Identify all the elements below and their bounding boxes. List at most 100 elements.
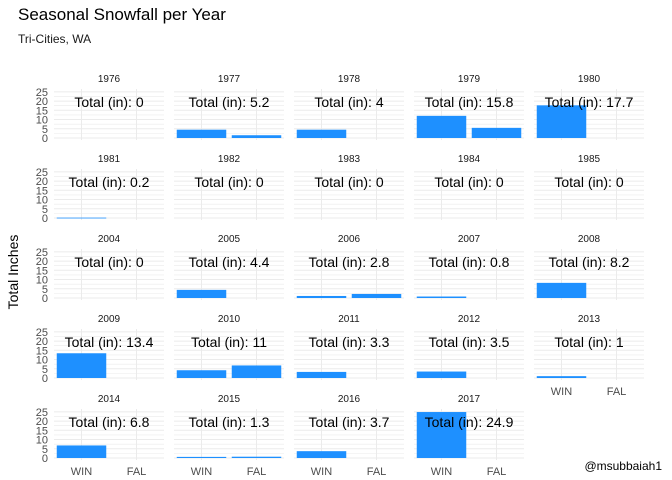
y-tick-label: 0 (42, 213, 48, 225)
panel-2017: 2017 Total (in): 24.9 WIN FAL (414, 394, 524, 478)
total-label: Total (in): 2.8 (309, 254, 390, 270)
chart-title: Seasonal Snowfall per Year (18, 5, 226, 24)
y-tick-label: 25 (36, 167, 48, 179)
y-tick-label: 5 (42, 124, 48, 136)
bar-2014-WIN (56, 445, 107, 458)
y-tick-label: 5 (42, 444, 48, 456)
bar-1979-WIN (416, 115, 467, 138)
bar-2005-WIN (176, 289, 227, 298)
bar-1977-WIN (176, 129, 227, 138)
panel-1983: 1983 Total (in): 0 (294, 154, 404, 220)
total-label: Total (in): 0.2 (69, 174, 150, 190)
y-tick-label: 20 (36, 256, 48, 268)
total-label: Total (in): 3.7 (309, 414, 390, 430)
x-tick-label: WIN (551, 386, 572, 398)
panel-year-label: 2012 (458, 314, 481, 325)
total-label: Total (in): 24.9 (425, 414, 514, 430)
total-label: Total (in): 0.8 (429, 254, 510, 270)
bar-2008-WIN (536, 282, 587, 298)
panel-2016: 2016 Total (in): 3.7 WIN FAL (294, 394, 404, 478)
bar-2015-WIN (176, 456, 227, 458)
x-tick-label: FAL (247, 466, 267, 478)
panel-2008: 2008 Total (in): 8.2 (534, 234, 644, 300)
bar-1977-FAL (231, 135, 282, 138)
y-tick-label: 10 (36, 115, 48, 127)
total-label: Total (in): 0 (74, 254, 143, 270)
panel-year-label: 2013 (578, 314, 601, 325)
total-label: Total (in): 0 (314, 174, 383, 190)
panel-year-label: 1976 (98, 74, 121, 85)
x-tick-label: FAL (367, 466, 387, 478)
y-tick-label: 15 (36, 185, 48, 197)
panel-1978: 1978 Total (in): 4 (294, 74, 404, 140)
bar-2015-FAL (231, 456, 282, 458)
bar-1978-WIN (296, 129, 347, 138)
y-tick-label: 15 (36, 265, 48, 277)
panel-year-label: 1982 (218, 154, 241, 165)
bar-2006-WIN (296, 295, 347, 298)
y-tick-label: 20 (36, 336, 48, 348)
total-label: Total (in): 11 (191, 334, 267, 350)
panel-2011: 2011 Total (in): 3.3 (294, 314, 404, 380)
y-tick-label: 0 (42, 133, 48, 145)
panel-year-label: 2007 (458, 234, 481, 245)
y-tick-label: 15 (36, 425, 48, 437)
panel-year-label: 1979 (458, 74, 481, 85)
total-label: Total (in): 6.8 (69, 414, 150, 430)
y-tick-label: 25 (36, 247, 48, 259)
x-tick-label: FAL (607, 386, 627, 398)
panel-1977: 1977 Total (in): 5.2 (174, 74, 284, 140)
panel-year-label: 1977 (218, 74, 241, 85)
bar-2009-WIN (56, 353, 107, 378)
y-tick-label: 0 (42, 453, 48, 465)
total-label: Total (in): 17.7 (545, 94, 634, 110)
x-tick-label: FAL (487, 466, 507, 478)
panel-2005: 2005 Total (in): 4.4 (174, 234, 284, 300)
total-label: Total (in): 0 (74, 94, 143, 110)
total-label: Total (in): 0 (194, 174, 263, 190)
x-tick-label: WIN (431, 466, 452, 478)
total-label: Total (in): 13.4 (65, 334, 154, 350)
total-label: Total (in): 3.3 (309, 334, 390, 350)
bar-2013-WIN (536, 376, 587, 378)
bar-1980-WIN (536, 105, 587, 138)
panel-year-label: 2008 (578, 234, 601, 245)
panel-year-label: 1985 (578, 154, 601, 165)
panel-year-label: 2017 (458, 394, 481, 405)
panel-year-label: 2010 (218, 314, 241, 325)
panel-2013: 2013 Total (in): 1 WIN FAL (534, 314, 644, 398)
panel-1979: 1979 Total (in): 15.8 (414, 74, 524, 140)
y-tick-label: 15 (36, 105, 48, 117)
panel-1984: 1984 Total (in): 0 (414, 154, 524, 220)
panel-year-label: 2011 (338, 314, 360, 325)
bar-2007-WIN (416, 296, 467, 298)
panel-year-label: 1981 (98, 154, 121, 165)
y-tick-label: 10 (36, 355, 48, 367)
bar-2011-WIN (296, 371, 347, 378)
panel-year-label: 2015 (218, 394, 241, 405)
bar-1981-WIN (56, 217, 107, 219)
x-tick-label: WIN (71, 466, 92, 478)
panel-year-label: 1984 (458, 154, 481, 165)
y-tick-label: 0 (42, 373, 48, 385)
panel-year-label: 2006 (338, 234, 361, 245)
y-tick-label: 5 (42, 284, 48, 296)
chart-subtitle: Tri-Cities, WA (18, 32, 92, 46)
y-tick-label: 5 (42, 364, 48, 376)
total-label: Total (in): 0 (434, 174, 503, 190)
total-label: Total (in): 15.8 (425, 94, 514, 110)
bar-2016-WIN (296, 451, 347, 458)
panel-year-label: 2016 (338, 394, 361, 405)
panel-1980: 1980 Total (in): 17.7 (534, 74, 644, 140)
panel-2012: 2012 Total (in): 3.5 (414, 314, 524, 380)
x-tick-label: WIN (311, 466, 332, 478)
panel-year-label: 1983 (338, 154, 361, 165)
panel-year-label: 2014 (98, 394, 121, 405)
bar-2006-FAL (351, 293, 402, 298)
y-tick-label: 25 (36, 327, 48, 339)
